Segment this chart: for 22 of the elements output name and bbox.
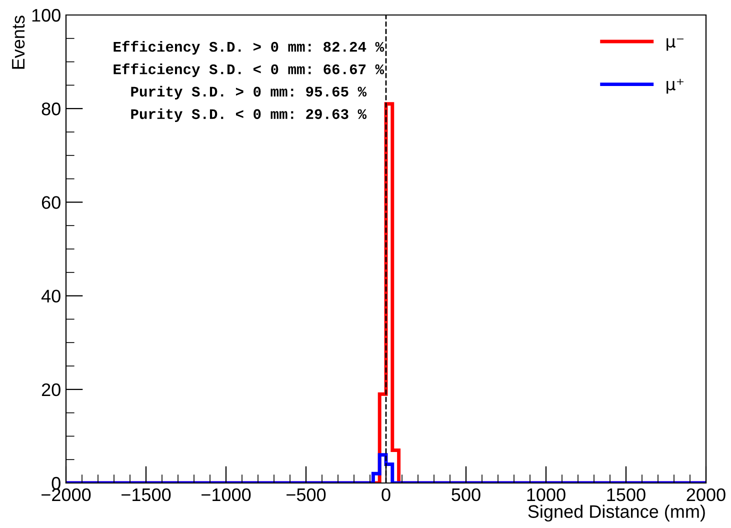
y-tick-label: 100 bbox=[32, 8, 60, 22]
annotation: Efficiency S.D. < 0 mm: 66.67 % bbox=[114, 63, 384, 78]
legend-label: μ⁺ bbox=[666, 78, 684, 94]
x-tick-label: −1000 bbox=[202, 488, 251, 502]
y-tick-label: 80 bbox=[42, 102, 60, 116]
y-tick-label: 60 bbox=[42, 196, 60, 209]
x-tick-label: 500 bbox=[452, 488, 480, 502]
annotation: Purity S.D. < 0 mm: 29.63 % bbox=[131, 108, 367, 122]
x-tick-label: −1500 bbox=[122, 488, 171, 502]
y-tick-label: 40 bbox=[41, 290, 60, 303]
annotation: Purity S.D. > 0 mm: 95.65 % bbox=[131, 86, 367, 100]
y-tick-label: 20 bbox=[42, 383, 60, 396]
x-axis-title: Signed Distance (mm) bbox=[528, 504, 705, 522]
x-tick-label: 1500 bbox=[607, 488, 646, 502]
x-tick-label: 1000 bbox=[527, 488, 566, 502]
annotation: Efficiency S.D. > 0 mm: 82.24 % bbox=[114, 40, 384, 55]
y-axis-title: Events bbox=[12, 16, 25, 69]
x-tick-label: 2000 bbox=[686, 488, 726, 502]
x-tick-label: −500 bbox=[286, 488, 326, 502]
x-tick-label: 0 bbox=[382, 488, 390, 502]
legend-label: μ⁻ bbox=[666, 38, 684, 51]
x-tick-label: −2000 bbox=[42, 488, 91, 502]
